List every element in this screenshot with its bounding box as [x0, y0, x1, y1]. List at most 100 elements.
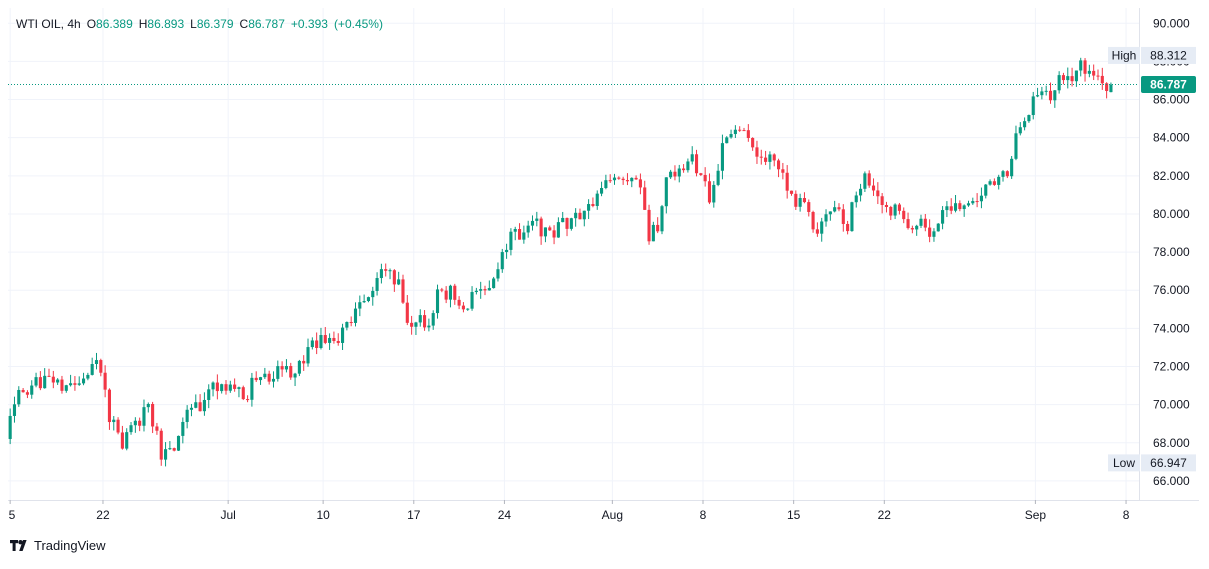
candle-body [366, 297, 371, 302]
candle-body [103, 372, 107, 390]
candle [1040, 86, 1044, 100]
candle-body [751, 137, 755, 148]
candle [673, 165, 677, 181]
candle-body [224, 384, 228, 391]
candle-body [656, 224, 660, 232]
chart-grid [8, 8, 1139, 500]
interval-label: 4h [67, 17, 81, 31]
candle-body [966, 203, 971, 206]
candle [73, 376, 77, 391]
candle [906, 212, 910, 230]
candle [17, 386, 21, 407]
candle [1096, 69, 1100, 81]
candle-body [69, 383, 73, 386]
candle-body [561, 217, 565, 223]
candle-body [1018, 127, 1022, 134]
candle [151, 401, 155, 434]
candle-body [612, 177, 617, 181]
candle-body [418, 315, 422, 323]
candle-body [198, 402, 202, 412]
candle [1014, 125, 1018, 161]
time-tick-label: 8 [1123, 508, 1130, 522]
candle [859, 183, 863, 202]
tradingview-logo[interactable]: TradingView [10, 538, 106, 553]
candle-body [850, 202, 854, 232]
candle-body [664, 177, 668, 207]
current-price-label: 86.787 [1150, 78, 1187, 92]
candle [556, 217, 560, 238]
candle [405, 295, 409, 326]
candle-body [923, 218, 927, 228]
candle [107, 388, 111, 430]
candle [574, 208, 578, 227]
candle [725, 136, 729, 144]
candle [362, 294, 366, 304]
candle-body [949, 206, 953, 211]
candle [884, 201, 889, 213]
time-tick-label: 22 [878, 508, 892, 522]
candle-body [910, 228, 914, 230]
candle-body [582, 210, 586, 220]
candle-body [953, 203, 958, 211]
candle-body [479, 289, 483, 291]
candle [496, 262, 500, 282]
candle-body [984, 184, 988, 196]
candle [38, 371, 42, 391]
candle-body [833, 207, 837, 212]
candle-body [725, 137, 729, 144]
candle [181, 417, 185, 444]
candle [202, 392, 206, 416]
candle [1031, 91, 1035, 120]
candle [263, 367, 267, 379]
candle [785, 165, 789, 199]
candle [945, 201, 949, 218]
candle-body [81, 378, 86, 384]
time-tick-label: Sep [1025, 508, 1047, 522]
candle-body [1061, 75, 1066, 81]
candle-body [824, 214, 828, 222]
candle [323, 327, 327, 345]
candle-body [634, 177, 638, 180]
candle-body [440, 289, 444, 291]
candle-body [755, 147, 759, 157]
candle [988, 179, 992, 186]
candle [677, 164, 681, 183]
symbol-title[interactable]: WTI OIL, 4h [16, 17, 81, 31]
candle [1053, 89, 1057, 108]
candle-body [379, 269, 383, 279]
candle-body [172, 448, 176, 451]
candle-body [604, 180, 608, 189]
candle-body [889, 207, 893, 216]
candle-body [250, 377, 254, 400]
price-tick-label: 66.000 [1153, 474, 1190, 488]
candle [1010, 155, 1014, 179]
candle-body [315, 340, 319, 348]
candle-body [384, 269, 388, 271]
candle [371, 286, 375, 306]
candle [975, 193, 979, 208]
candle [824, 209, 828, 227]
candle-body [707, 181, 712, 203]
candle [569, 217, 573, 231]
candle-body [936, 223, 940, 232]
high-marker-value: 88.312 [1150, 48, 1187, 62]
candle [660, 204, 664, 235]
candle [953, 194, 958, 213]
candle-body [21, 389, 25, 393]
candle [470, 286, 474, 311]
candle [820, 217, 824, 242]
candle-body [1096, 75, 1100, 77]
candle-body [133, 420, 137, 426]
candle-body [587, 204, 591, 211]
candle-body [448, 285, 453, 300]
candle-body [694, 154, 699, 174]
candle [1027, 114, 1031, 123]
candle-body [340, 327, 345, 343]
candle-body [841, 209, 845, 224]
candle [880, 193, 884, 214]
candle-body [630, 177, 634, 182]
candle [228, 380, 232, 393]
candle [155, 422, 159, 435]
candle-body [86, 374, 90, 379]
